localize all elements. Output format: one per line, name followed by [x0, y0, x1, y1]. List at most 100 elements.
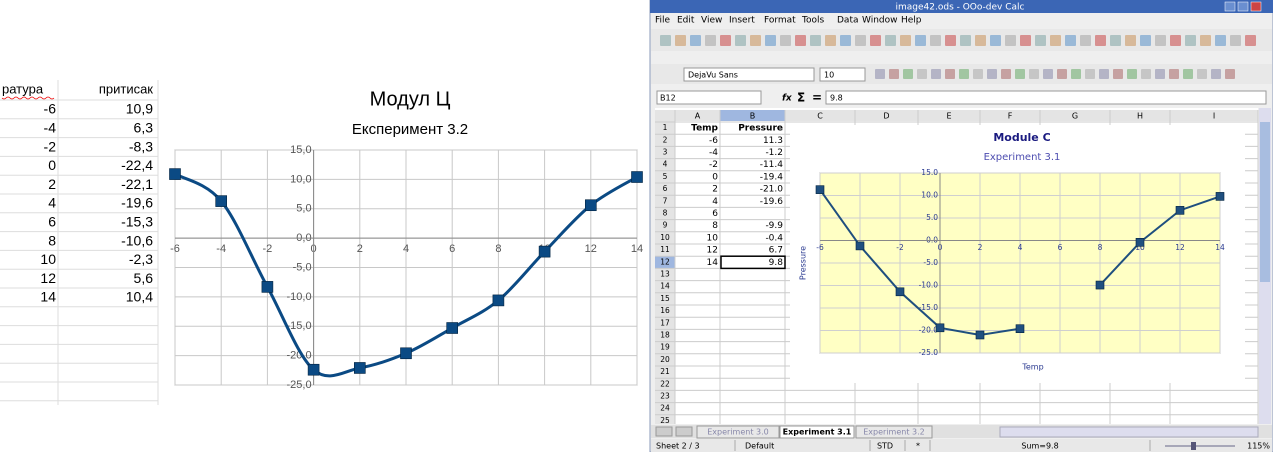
toolbar-button[interactable] — [889, 69, 899, 79]
toolbar-button[interactable] — [1215, 35, 1226, 46]
toolbar-button[interactable] — [1125, 35, 1136, 46]
toolbar-button[interactable] — [1065, 35, 1076, 46]
tab-nav[interactable] — [655, 426, 673, 437]
toolbar-button[interactable] — [960, 35, 971, 46]
status-field: Default — [745, 442, 774, 451]
toolbar-button[interactable] — [915, 35, 926, 46]
toolbar-button[interactable] — [795, 35, 806, 46]
formula-input[interactable] — [825, 90, 1267, 105]
sheet-tab-label[interactable]: Experiment 3.1 — [783, 428, 852, 437]
menu-item[interactable]: Window — [862, 16, 898, 26]
toolbar-button[interactable] — [870, 35, 881, 46]
toolbar-button[interactable] — [750, 35, 761, 46]
toolbar-button[interactable] — [1141, 69, 1151, 79]
toolbar-button[interactable] — [705, 35, 716, 46]
size-box[interactable] — [819, 67, 866, 82]
window-button[interactable] — [1224, 1, 1236, 12]
toolbar-button[interactable] — [1080, 35, 1091, 46]
formula-icon[interactable]: Σ — [797, 91, 805, 105]
toolbar-button[interactable] — [810, 35, 821, 46]
toolbar-button[interactable] — [1230, 35, 1241, 46]
toolbar-button[interactable] — [1099, 69, 1109, 79]
toolbar-button[interactable] — [885, 35, 896, 46]
toolbar-button[interactable] — [1127, 69, 1137, 79]
window-button[interactable] — [1237, 1, 1249, 12]
toolbar-button[interactable] — [1170, 35, 1181, 46]
toolbar-button[interactable] — [945, 35, 956, 46]
sheet-tab[interactable] — [855, 425, 933, 439]
toolbar-button[interactable] — [931, 69, 941, 79]
toolbar-button[interactable] — [1211, 69, 1221, 79]
menu-item[interactable]: Help — [901, 16, 922, 26]
formula-icon[interactable]: fx — [782, 94, 793, 104]
sheet-tab[interactable] — [779, 425, 855, 439]
menu-item[interactable]: Data — [837, 16, 859, 26]
toolbar-button[interactable] — [1057, 69, 1067, 79]
tab-nav[interactable] — [675, 426, 693, 437]
sheet-tab-label[interactable]: Experiment 3.0 — [707, 428, 769, 437]
toolbar-button[interactable] — [1200, 35, 1211, 46]
toolbar-button[interactable] — [1001, 69, 1011, 79]
toolbar-button[interactable] — [1140, 35, 1151, 46]
toolbar-button[interactable] — [1071, 69, 1081, 79]
toolbar-button[interactable] — [1043, 69, 1053, 79]
toolbar-button[interactable] — [1005, 35, 1016, 46]
toolbar-button[interactable] — [765, 35, 776, 46]
toolbar-button[interactable] — [1155, 69, 1165, 79]
formula-icon[interactable]: = — [812, 91, 822, 105]
menu-item[interactable]: Tools — [801, 16, 824, 26]
toolbar-button[interactable] — [945, 69, 955, 79]
toolbar-button[interactable] — [1110, 35, 1121, 46]
window-button[interactable] — [1250, 1, 1262, 12]
toolbar-button[interactable] — [903, 69, 913, 79]
toolbar-button[interactable] — [1035, 35, 1046, 46]
toolbar-button[interactable] — [825, 35, 836, 46]
x-tick-label: -2 — [263, 243, 273, 255]
cell: -0.4 — [765, 233, 783, 243]
toolbar-button[interactable] — [1015, 69, 1025, 79]
toolbar-button[interactable] — [1225, 69, 1235, 79]
toolbar-button[interactable] — [1113, 69, 1123, 79]
toolbar-button[interactable] — [875, 69, 885, 79]
toolbar-button[interactable] — [959, 69, 969, 79]
scroll-thumb[interactable] — [1260, 122, 1270, 282]
table-header: Pressure — [738, 124, 783, 134]
toolbar-button[interactable] — [1185, 35, 1196, 46]
name-box[interactable] — [656, 90, 762, 105]
menu-item[interactable]: View — [701, 16, 722, 26]
toolbar-button[interactable] — [990, 35, 1001, 46]
toolbar-button[interactable] — [1155, 35, 1166, 46]
toolbar-button[interactable] — [1085, 69, 1095, 79]
toolbar-button[interactable] — [917, 69, 927, 79]
sheet-tab-label[interactable]: Experiment 3.2 — [863, 428, 925, 437]
x-tick-label: 8 — [495, 243, 501, 255]
toolbar-button[interactable] — [900, 35, 911, 46]
menu-item[interactable]: Insert — [729, 16, 755, 26]
menu-item[interactable]: Format — [764, 16, 796, 26]
toolbar-button[interactable] — [690, 35, 701, 46]
toolbar-button[interactable] — [1183, 69, 1193, 79]
toolbar-button[interactable] — [735, 35, 746, 46]
toolbar-button[interactable] — [1029, 69, 1039, 79]
toolbar-button[interactable] — [1050, 35, 1061, 46]
toolbar-button[interactable] — [660, 35, 671, 46]
toolbar-button[interactable] — [855, 35, 866, 46]
toolbar-button[interactable] — [720, 35, 731, 46]
toolbar-button[interactable] — [973, 69, 983, 79]
menu-item[interactable]: Edit — [677, 16, 695, 26]
toolbar-button[interactable] — [930, 35, 941, 46]
toolbar-button[interactable] — [840, 35, 851, 46]
toolbar-button[interactable] — [780, 35, 791, 46]
toolbar-button[interactable] — [1020, 35, 1031, 46]
toolbar-button[interactable] — [1095, 35, 1106, 46]
toolbar-button[interactable] — [1169, 69, 1179, 79]
toolbar-button[interactable] — [1245, 35, 1256, 46]
toolbar-button[interactable] — [987, 69, 997, 79]
sheet-tab[interactable] — [696, 425, 780, 439]
toolbar-button[interactable] — [1197, 69, 1207, 79]
toolbar-button[interactable] — [975, 35, 986, 46]
zoom-thumb[interactable] — [1191, 442, 1196, 450]
menu-item[interactable]: File — [655, 16, 671, 26]
font-box[interactable] — [683, 67, 815, 82]
toolbar-button[interactable] — [675, 35, 686, 46]
